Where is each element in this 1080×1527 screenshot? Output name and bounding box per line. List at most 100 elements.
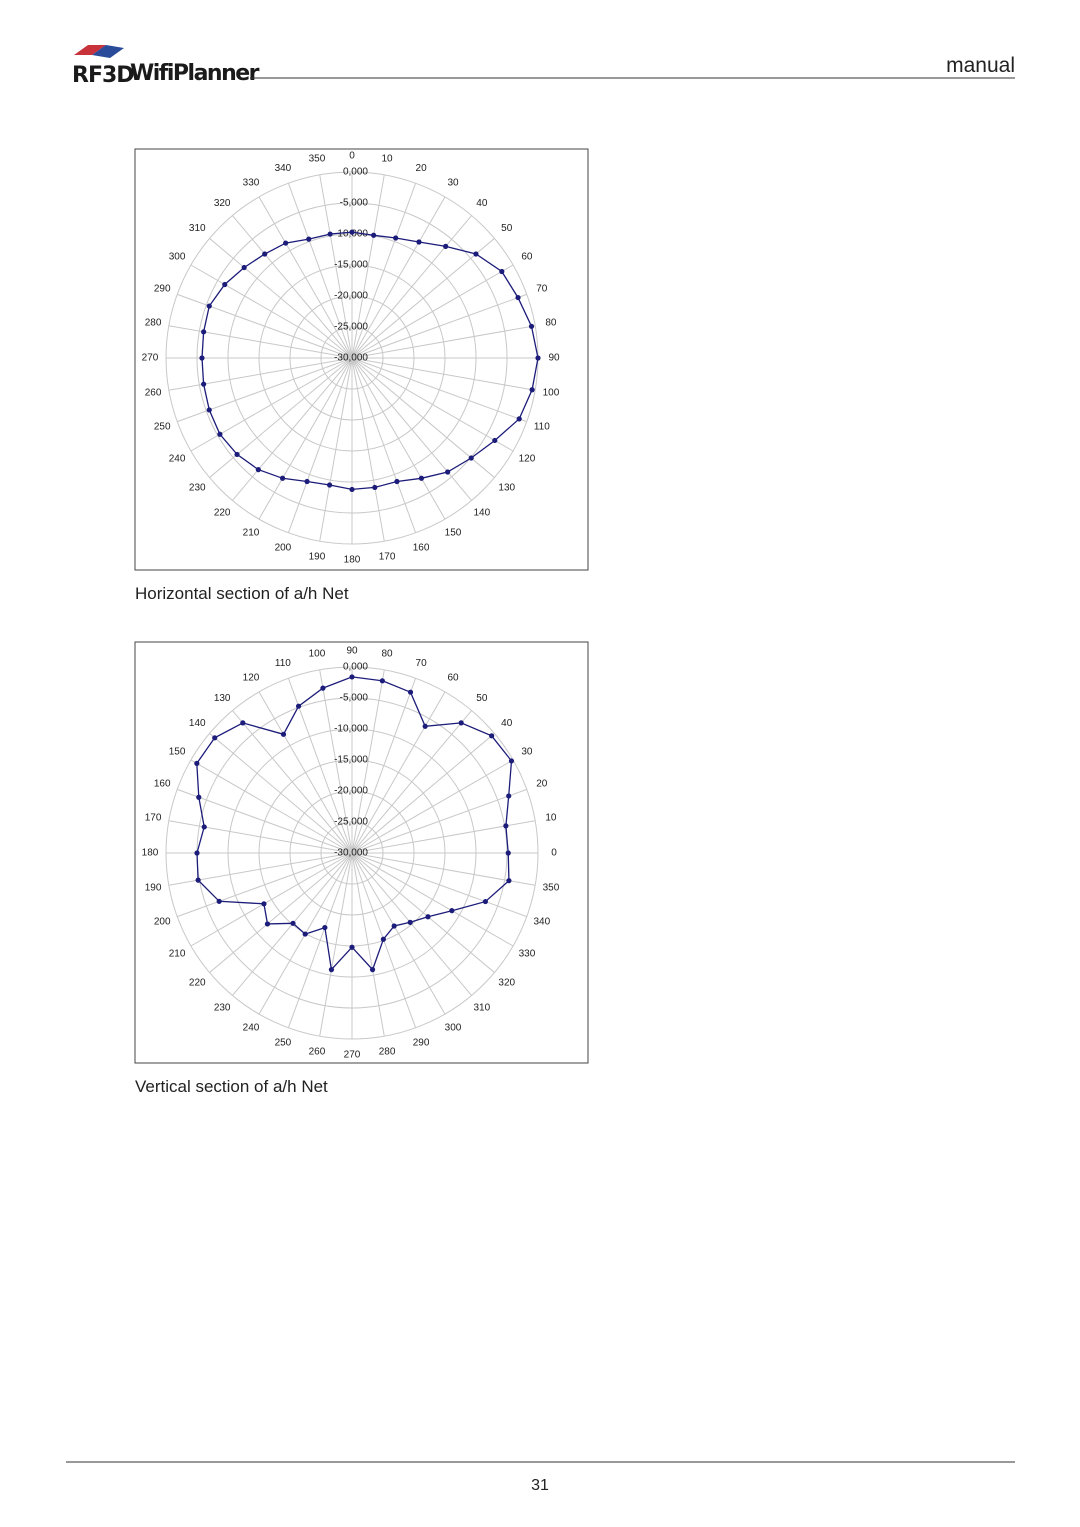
grid-spoke (351, 215, 472, 359)
data-point (295, 703, 302, 709)
grid-spoke (209, 238, 353, 359)
data-point (280, 731, 287, 737)
data-point (473, 251, 479, 257)
grid-spoke (351, 238, 495, 359)
angle-label: 160 (154, 779, 171, 790)
grid-spoke (258, 357, 353, 520)
grid-spoke (351, 357, 446, 520)
logo-brand: RF3D (72, 63, 134, 88)
grid-spoke (351, 357, 527, 423)
angle-label: 60 (521, 252, 533, 263)
grid-spoke (258, 691, 353, 854)
r-tick-label: -25,000 (334, 817, 368, 828)
data-point (194, 850, 200, 856)
angle-label: 270 (344, 1050, 361, 1061)
grid-spoke (351, 357, 417, 533)
series-closing-line (330, 231, 353, 235)
data-point (416, 239, 422, 245)
grid-spoke (232, 710, 353, 854)
angle-label: 30 (447, 178, 459, 189)
data-point (196, 794, 202, 800)
grid-spoke (351, 852, 495, 973)
data-point (328, 967, 335, 973)
data-point (529, 387, 535, 393)
angle-label: 270 (142, 353, 159, 364)
angle-label: 80 (382, 649, 394, 660)
data-point (425, 914, 431, 920)
angle-label: 280 (379, 1047, 396, 1058)
grid-spoke (177, 357, 353, 423)
angle-label: 160 (413, 542, 430, 553)
angle-label: 280 (145, 318, 162, 329)
angle-label: 100 (309, 649, 326, 660)
grid-spoke (232, 215, 353, 359)
angle-label: 250 (275, 1037, 292, 1048)
data-point (508, 758, 515, 764)
angle-label: 140 (473, 507, 490, 518)
angle-label: 350 (309, 154, 326, 165)
data-point (194, 760, 200, 767)
angle-label: 240 (243, 1023, 260, 1034)
angle-label: 50 (501, 223, 513, 234)
data-point (327, 482, 333, 488)
chart-caption: Vertical section of a/h Net (135, 1077, 328, 1096)
grid-spoke (209, 733, 353, 854)
polar-chart: 0 10 20 30 40 50 60 70 80 90 100 110 120 130 140 150 160… (134, 148, 589, 603)
data-point (212, 735, 218, 741)
grid-spoke (351, 852, 536, 886)
data-point (349, 229, 355, 235)
angle-label: 300 (445, 1023, 462, 1034)
grid-spoke (168, 820, 353, 854)
data-point (201, 329, 207, 335)
data-point (418, 475, 425, 481)
angle-label: 310 (473, 1002, 490, 1013)
grid-spoke (287, 852, 353, 1028)
data-point (482, 898, 489, 905)
r-tick-label: -5,000 (340, 693, 369, 704)
data-point (199, 355, 205, 361)
data-point (302, 931, 308, 937)
angle-label: 190 (145, 883, 162, 894)
angle-label: 340 (275, 163, 292, 174)
angle-label: 200 (154, 917, 171, 928)
data-point (468, 455, 474, 461)
angle-label: 260 (309, 1047, 326, 1058)
data-point (458, 720, 464, 726)
angle-label: 330 (519, 949, 536, 960)
grid-spoke (351, 733, 495, 854)
data-point (503, 823, 509, 829)
angle-label: 50 (476, 693, 488, 704)
grid-spoke (319, 852, 353, 1037)
r-tick-label: -25,000 (334, 322, 368, 333)
grid-spoke (287, 183, 353, 359)
data-point (206, 407, 212, 413)
data-point (283, 240, 289, 246)
data-point (327, 231, 333, 237)
data-point (234, 451, 240, 458)
angle-label: 0 (551, 848, 557, 859)
angle-label: 190 (309, 552, 326, 563)
data-point (379, 678, 385, 684)
grid-spoke (351, 196, 446, 359)
angle-label: 330 (243, 178, 260, 189)
data-point (407, 689, 414, 695)
data-point (407, 919, 413, 925)
series-closing-line (507, 852, 510, 881)
angle-label: 90 (346, 646, 358, 657)
angle-label: 290 (413, 1037, 430, 1048)
r-tick-label: -15,000 (334, 260, 368, 271)
grid-spoke (190, 852, 353, 947)
angle-label: 180 (344, 555, 361, 566)
data-point (489, 733, 495, 739)
data-point (528, 323, 535, 329)
data-point (290, 920, 296, 926)
angle-label: 40 (501, 718, 513, 729)
grid-spoke (177, 293, 353, 359)
grid-spoke (177, 788, 353, 854)
data-point (505, 850, 511, 856)
r-tick-label: -30,000 (334, 353, 368, 364)
angle-label: 0 (349, 151, 355, 162)
grid-spoke (351, 852, 514, 947)
angle-label: 210 (169, 949, 186, 960)
grid-spoke (351, 325, 536, 359)
